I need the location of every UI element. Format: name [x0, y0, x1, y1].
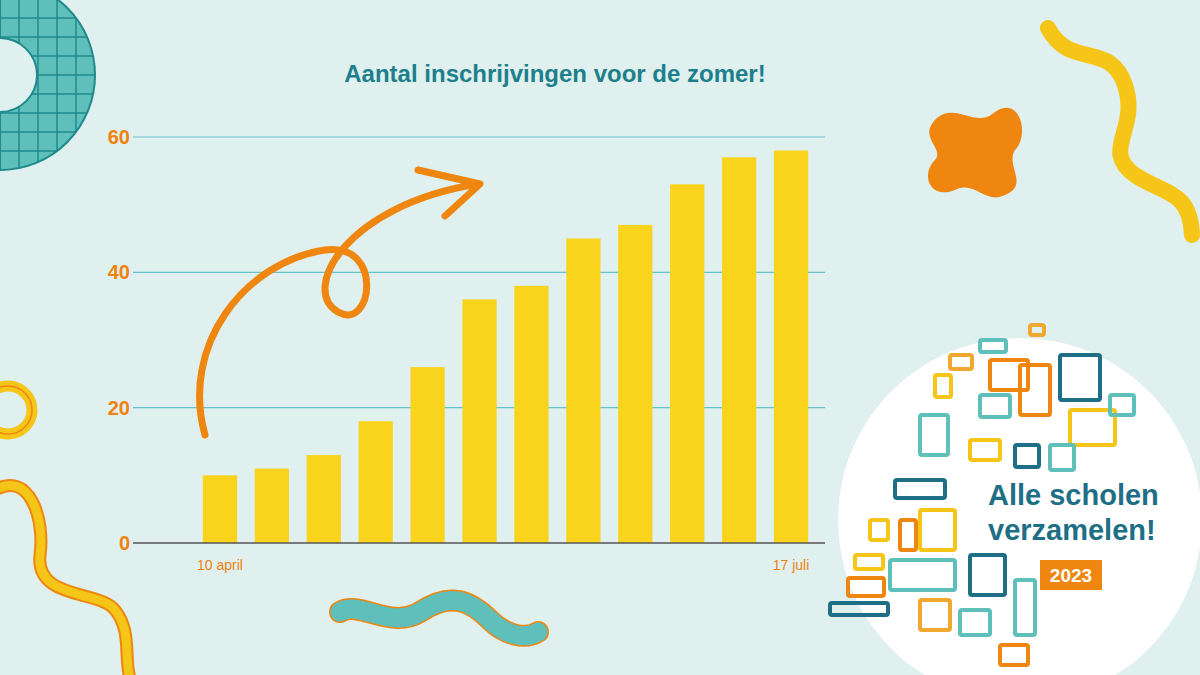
logo-block	[1030, 325, 1044, 335]
bars	[203, 151, 808, 543]
ring-grid	[75, 0, 77, 175]
ring-grid	[0, 93, 100, 95]
logo-text: verzamelen!	[988, 514, 1156, 546]
logo-block	[1110, 395, 1134, 415]
worm-outline	[340, 600, 538, 635]
bar	[670, 184, 704, 543]
logo-block	[1015, 445, 1039, 467]
bar	[255, 469, 289, 543]
y-tick-label: 40	[108, 261, 130, 283]
yellow-ring	[0, 386, 32, 434]
yellow-ring-edge	[0, 386, 32, 434]
yellow-squiggle	[1048, 28, 1192, 235]
arrow-head	[418, 170, 480, 216]
logo-block	[980, 340, 1006, 352]
logo-block	[935, 375, 951, 397]
logo-block	[1060, 355, 1100, 400]
logo-text: Alle scholen	[988, 479, 1159, 511]
logo-block	[848, 578, 884, 596]
ring-grid	[0, 17, 100, 19]
logo-block	[1070, 410, 1115, 445]
logo-block	[1020, 365, 1050, 415]
teal-worm	[340, 600, 538, 635]
bar	[462, 299, 496, 543]
logo-block	[1000, 645, 1028, 665]
ring-grid	[18, 0, 20, 175]
ring-grid	[0, 150, 100, 152]
x-tick-label: 17 juli	[773, 557, 810, 573]
bar	[514, 286, 548, 543]
ring-grid	[0, 131, 100, 133]
logo-block	[960, 610, 990, 635]
bar	[566, 239, 600, 544]
logo-block	[855, 555, 883, 569]
bar	[307, 455, 341, 543]
logo: Alle scholenverzamelen! 2023	[830, 325, 1200, 675]
logo-circle	[838, 338, 1200, 675]
ring-grid	[0, 112, 100, 114]
ring-grid	[0, 74, 100, 76]
orange-blob	[928, 108, 1022, 198]
arrow-line	[200, 184, 478, 435]
bar	[410, 367, 444, 543]
bar	[774, 151, 808, 543]
logo-block	[970, 440, 1000, 460]
arrow	[200, 170, 480, 435]
wave-outline	[0, 485, 135, 675]
logo-block	[870, 520, 888, 540]
ring-grid	[0, 36, 100, 38]
x-tick-label: 10 april	[197, 557, 243, 573]
bar	[359, 421, 393, 543]
ring-grid	[56, 0, 58, 175]
y-tick-label: 60	[108, 126, 130, 148]
logo-block	[890, 560, 955, 590]
ring-outline	[0, 0, 95, 170]
ring-fill	[0, 0, 100, 175]
bar	[618, 225, 652, 543]
logo-block	[1050, 445, 1074, 470]
bar	[203, 475, 237, 543]
logo-block	[900, 520, 916, 550]
grid-line	[133, 272, 825, 273]
logo-block	[970, 555, 1005, 595]
bar	[722, 157, 756, 543]
logo-block	[920, 600, 950, 630]
logo-block	[920, 510, 955, 550]
yellow-wave	[0, 485, 135, 675]
grid-ring	[0, 0, 100, 175]
year-badge	[1040, 560, 1102, 590]
ring-grid	[37, 0, 39, 175]
logo-block	[830, 603, 888, 615]
logo-year: 2023	[1050, 565, 1092, 586]
logo-block	[1015, 580, 1035, 635]
y-tick-label: 0	[119, 532, 130, 554]
chart-title: Aantal inschrijvingen voor de zomer!	[344, 60, 765, 87]
grid-line	[133, 136, 825, 137]
logo-block	[980, 395, 1010, 417]
logo-block	[920, 415, 948, 455]
chart-root: Aantal inschrijvingen voor de zomer! 0 20 4…	[0, 0, 1200, 675]
logo-block	[950, 355, 972, 369]
logo-block	[895, 480, 945, 498]
y-tick-label: 20	[108, 397, 130, 419]
ring-grid	[0, 55, 100, 57]
x-axis	[133, 542, 825, 544]
